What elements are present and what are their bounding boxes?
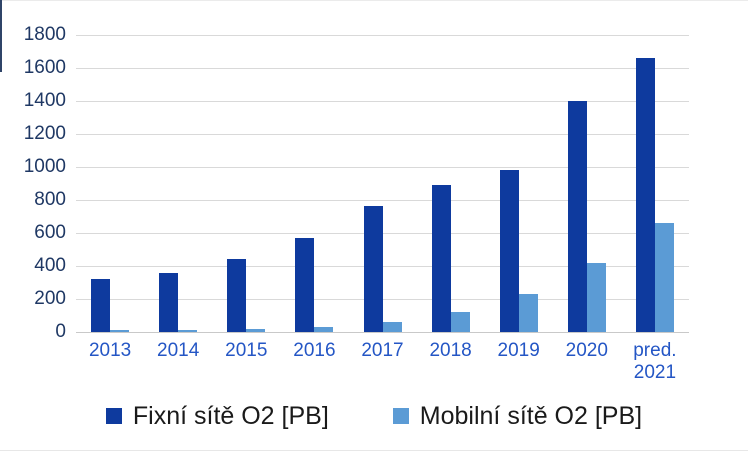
- gridline-1000: [76, 166, 689, 168]
- y-axis-label-1600: 1600: [23, 56, 66, 78]
- legend-item-mobilni: Mobilní sítě O2 [PB]: [392, 401, 643, 431]
- legend-item-fixni: Fixní sítě O2 [PB]: [105, 401, 329, 431]
- x-axis-line: [76, 332, 689, 333]
- x-axis-label-2020: 2020: [565, 340, 608, 361]
- legend: Fixní sítě O2 [PB] Mobilní sítě O2 [PB]: [0, 401, 748, 431]
- bar-fixni-2018: [431, 184, 451, 332]
- y-axis-label-1800: 1800: [23, 23, 66, 45]
- bar-fixni-pred-2021: [635, 57, 655, 332]
- gridline-1200: [76, 133, 689, 135]
- bar-mobilni-2013: [110, 330, 130, 332]
- y-axis-label-1000: 1000: [23, 155, 66, 177]
- gridline-800: [76, 199, 689, 201]
- bar-mobilni-2014: [178, 330, 198, 332]
- y-axis-label-0: 0: [55, 321, 66, 342]
- x-axis-label-2016: 2016: [293, 340, 336, 361]
- bar-mobilni-2018: [450, 312, 470, 332]
- x-axis-label-2015: 2015: [225, 340, 268, 361]
- gridline-200: [76, 298, 689, 300]
- bar-mobilni-2017: [382, 322, 402, 332]
- x-axis-label-2017: 2017: [361, 340, 404, 361]
- fixni-series-swatch-icon: [105, 408, 122, 424]
- legend-label-mobilni: Mobilní sítě O2 [PB]: [419, 402, 643, 430]
- bar-mobilni-2016: [314, 327, 334, 332]
- bar-mobilni-pred-2021: [654, 222, 674, 332]
- bar-fixni-2020: [567, 100, 587, 332]
- gridline-1600: [76, 67, 689, 69]
- bar-mobilni-2020: [586, 262, 606, 332]
- x-axis-label-2014: 2014: [157, 340, 200, 361]
- y-axis-label-400: 400: [34, 254, 66, 276]
- y-axis-label-1200: 1200: [23, 122, 66, 144]
- bar-fixni-2016: [295, 237, 315, 332]
- bar-fixni-2015: [227, 259, 247, 332]
- gridline-1400: [76, 100, 689, 102]
- x-axis-label-2013: 2013: [88, 340, 132, 361]
- bar-mobilni-2019: [518, 294, 538, 332]
- bar-fixni-2013: [91, 279, 111, 332]
- x-axis-label-pred-2021: pred. 2021: [633, 340, 677, 383]
- x-axis-label-2019: 2019: [497, 340, 540, 361]
- gridline-600: [76, 232, 689, 234]
- mobilni-series-swatch-icon: [392, 408, 409, 424]
- legend-label-fixni: Fixní sítě O2 [PB]: [132, 402, 329, 430]
- bar-fixni-2019: [499, 170, 519, 332]
- bar-fixni-2014: [159, 272, 179, 332]
- y-axis-label-1400: 1400: [23, 89, 66, 111]
- bar-fixni-2017: [363, 206, 383, 332]
- left-edge-mark: [0, 0, 2, 72]
- x-axis-label-2018: 2018: [429, 340, 472, 361]
- gridline-1800: [76, 34, 689, 36]
- y-axis-label-200: 200: [34, 287, 66, 309]
- bottom-border-line: [0, 450, 748, 451]
- gridline-400: [76, 265, 689, 267]
- y-axis-label-800: 800: [34, 188, 66, 210]
- bar-mobilni-2015: [246, 329, 266, 332]
- y-axis-label-600: 600: [34, 221, 66, 243]
- top-border-line: [0, 0, 748, 1]
